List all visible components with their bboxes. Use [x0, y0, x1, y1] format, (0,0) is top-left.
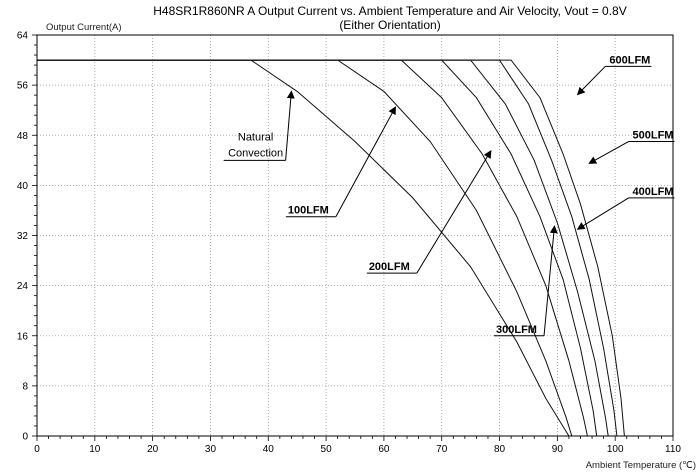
x-tick-label: 60 [378, 444, 390, 455]
series-line-300lfm [37, 59, 598, 437]
y-tick-label: 32 [17, 231, 29, 242]
y-tick-label: 16 [17, 331, 29, 342]
x-tick-label: 20 [147, 444, 159, 455]
y-tick-label: 64 [17, 31, 29, 42]
y-tick-label: 8 [22, 381, 28, 392]
annotation-arrow [335, 106, 396, 217]
y-tick-label: 56 [17, 81, 29, 92]
x-tick-label: 90 [552, 444, 564, 455]
annotation-arrow [285, 90, 295, 161]
annotation-label-500lfm: 500LFM [633, 130, 674, 142]
y-tick-label: 24 [17, 281, 29, 292]
series-line-200lfm [37, 59, 588, 437]
annotation-label-200lfm: 200LFM [369, 261, 410, 273]
x-tick-label: 0 [34, 444, 40, 455]
annotation-label-600lfm: 600LFM [609, 54, 650, 66]
annotation-label-300lfm: 300LFM [496, 324, 537, 336]
annotation-arrow [543, 225, 558, 336]
annotation-arrow [588, 141, 629, 164]
x-axis-label: Ambient Temperature (℃) [585, 460, 696, 471]
annotation-arrow [416, 150, 492, 274]
x-tick-label: 50 [321, 444, 333, 455]
x-tick-label: 40 [263, 444, 275, 455]
x-tick-label: 110 [665, 444, 681, 455]
annotation-label-natural-convection-line2: Convection [228, 147, 283, 159]
annotation-label-100lfm: 100LFM [288, 205, 329, 217]
y-tick-label: 48 [17, 131, 29, 142]
series-line-400lfm [37, 59, 609, 437]
annotation-arrow [576, 197, 629, 230]
axes: 0 10 20 30 40 50 60 70 80 90 100 110 0 8 16 24 32 40 48 56 6… [17, 31, 682, 456]
x-tick-label: 30 [205, 444, 217, 455]
y-axis-label: Output Current(A) [46, 22, 122, 33]
grid [37, 35, 673, 436]
annotation-arrow [576, 65, 606, 96]
x-tick-label: 10 [89, 444, 101, 455]
y-tick-label: 40 [17, 181, 29, 192]
x-tick-label: 80 [494, 444, 506, 455]
series-line-100lfm [37, 59, 573, 437]
series-line-500lfm [37, 59, 618, 437]
y-tick-label: 0 [22, 432, 28, 443]
annotation-label-400lfm: 400LFM [633, 186, 674, 198]
series-line-natural-convection [37, 59, 570, 437]
series-lines [37, 59, 625, 437]
chart-title: H48SR1R860NR A Output Current vs. Ambien… [153, 4, 627, 18]
chart-subtitle: (Either Orientation) [339, 18, 441, 32]
annotations: Natural Convection 100LFM 200LFM 300LFM 400LF… [223, 54, 675, 337]
annotation-label-natural-convection-line1: Natural [238, 131, 273, 143]
x-tick-label: 100 [607, 444, 624, 455]
x-tick-label: 70 [436, 444, 448, 455]
series-line-600lfm [37, 59, 625, 437]
